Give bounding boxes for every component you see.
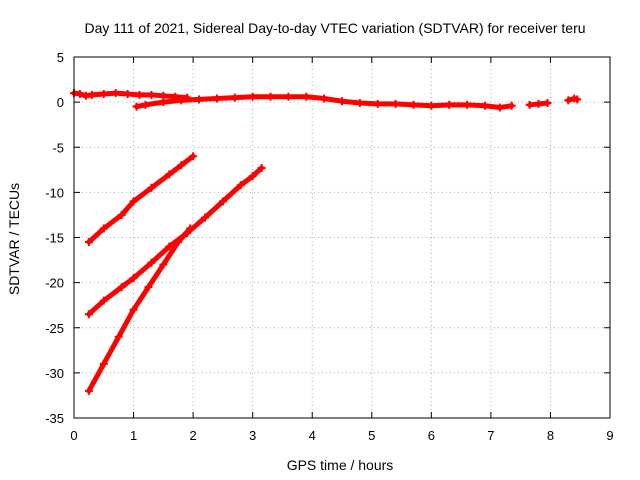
data-point: [248, 172, 257, 181]
data-point: [117, 283, 126, 292]
data-point: [409, 100, 418, 109]
y-tick-label: -30: [45, 366, 64, 381]
data-point: [525, 100, 534, 109]
data-point: [564, 96, 573, 105]
data-point: [147, 183, 156, 192]
data-point: [338, 97, 346, 106]
data-point: [117, 210, 126, 219]
data-point: [189, 152, 198, 161]
x-tick-label: 1: [130, 428, 137, 443]
data-point: [302, 92, 311, 101]
data-point: [75, 90, 84, 99]
x-tick-labels: 0 1 2 3 4 5 6 7 8 9: [70, 57, 614, 443]
data-point: [218, 197, 227, 206]
x-axis-label: GPS time / hours: [287, 457, 394, 473]
data-point: [463, 100, 472, 109]
x-tick-label: 6: [428, 428, 435, 443]
data-point: [165, 242, 174, 251]
x-tick-label: 0: [70, 428, 77, 443]
data-point: [284, 92, 293, 101]
data-point: [320, 94, 329, 103]
data-point: [507, 101, 516, 110]
data-point: [201, 213, 210, 222]
data-point: [195, 95, 204, 104]
data-point: [141, 100, 150, 109]
data-point: [159, 260, 168, 269]
data-point: [177, 161, 186, 170]
data-point: [165, 170, 174, 179]
data-point: [159, 98, 168, 107]
data-point: [99, 359, 108, 368]
data-point: [87, 90, 96, 99]
data-point: [480, 101, 489, 110]
data-point: [373, 99, 382, 108]
data-point: [84, 310, 93, 319]
data-point: [84, 386, 93, 395]
data-point: [186, 224, 195, 233]
data-point: [534, 99, 543, 108]
y-tick-labels: 5 0 -5 -10 -15 -20 -25 -30 -35: [45, 50, 610, 426]
x-tick-label: 3: [249, 428, 256, 443]
data-point: [99, 296, 108, 305]
data-point: [495, 103, 504, 112]
y-tick-label: -5: [52, 140, 64, 155]
data-point: [99, 90, 108, 99]
data-point: [123, 90, 132, 99]
x-tick-label: 7: [487, 428, 494, 443]
y-axis-label: SDTVAR / TECUs: [6, 183, 22, 295]
data-point: [236, 181, 245, 190]
y-tick-label: -10: [45, 185, 64, 200]
x-tick-label: 5: [368, 428, 375, 443]
x-tick-label: 9: [606, 428, 613, 443]
data-point: [355, 99, 364, 108]
y-tick-label: -15: [45, 231, 64, 246]
data-point: [147, 258, 156, 267]
data-point: [212, 94, 221, 103]
data-point: [111, 89, 120, 98]
data-point: [573, 95, 582, 104]
data-point: [129, 305, 138, 314]
data-marks: [70, 89, 582, 395]
series-4-trace: [86, 153, 196, 245]
x-tick-label: 8: [547, 428, 554, 443]
data-point: [132, 102, 141, 111]
data-point: [129, 274, 138, 283]
data-point: [174, 238, 183, 247]
series-6-trace: [86, 225, 193, 394]
data-point: [129, 197, 138, 206]
data-point: [99, 224, 108, 233]
data-point: [135, 90, 144, 99]
data-point: [266, 92, 275, 101]
y-tick-label: -35: [45, 411, 64, 426]
data-point: [177, 96, 186, 105]
data-point: [445, 100, 454, 109]
data-point: [257, 164, 266, 173]
grid: [74, 57, 610, 418]
data-point: [427, 101, 436, 110]
data-point: [543, 99, 552, 108]
data-point: [144, 283, 153, 292]
chart-title: Day 111 of 2021, Sidereal Day-to-day VTE…: [84, 20, 585, 36]
y-tick-label: 5: [57, 50, 64, 65]
data-point: [147, 90, 156, 99]
y-tick-label: -20: [45, 276, 64, 291]
x-tick-label: 4: [309, 428, 316, 443]
data-point: [84, 238, 93, 247]
y-tick-label: 0: [57, 95, 64, 110]
data-point: [230, 93, 239, 102]
x-tick-label: 2: [189, 428, 196, 443]
data-point: [391, 99, 400, 108]
y-tick-label: -25: [45, 321, 64, 336]
data-point: [248, 92, 257, 101]
data-point: [114, 332, 123, 341]
